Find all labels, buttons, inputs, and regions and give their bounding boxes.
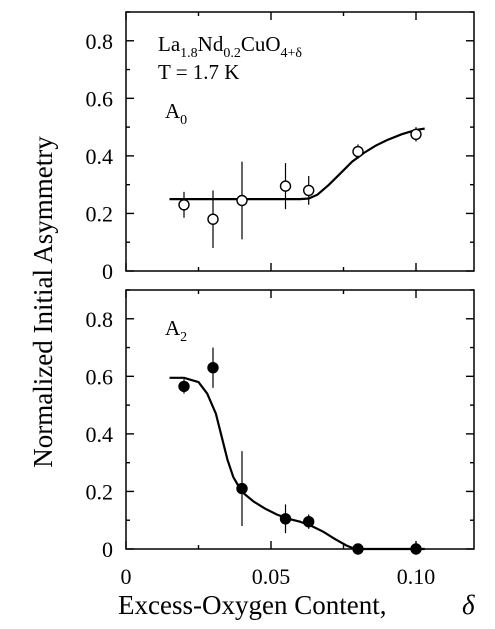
y-tick-label: 0.2 xyxy=(86,479,114,504)
data-point xyxy=(279,180,292,192)
y-tick-label: 0.8 xyxy=(86,307,114,332)
y-tick-label: 0.4 xyxy=(86,422,114,447)
data-point xyxy=(178,199,190,211)
temperature-label: T = 1.7 K xyxy=(158,60,239,84)
data-point xyxy=(303,184,315,197)
plot-frame xyxy=(125,289,475,550)
x-tick-label: 0 xyxy=(121,564,132,589)
panel-a0: 0 0.2 0.4 0.6 0.8 xyxy=(86,11,475,284)
formula-la: La xyxy=(158,32,181,56)
x-axis-title-text: Excess-Oxygen Content, xyxy=(118,590,386,620)
panel-a2: 0 0.2 0.4 0.6 0.8 0 0.05 0.10 xyxy=(86,289,475,589)
compound-formula: La1.8Nd0.2CuO4+δ xyxy=(158,32,302,61)
a0-sub: 0 xyxy=(180,113,187,128)
data-point xyxy=(279,513,292,525)
data-point xyxy=(410,543,422,555)
formula-nd-sub: 0.2 xyxy=(223,46,241,61)
data-point xyxy=(207,362,219,374)
formula-cuo: CuO xyxy=(241,32,281,56)
x-tick-label: 0.05 xyxy=(252,564,291,589)
y-tick-label: 0.2 xyxy=(86,201,114,226)
fit-curve xyxy=(169,127,425,201)
x-tick-label: 0.10 xyxy=(397,564,436,589)
formula-nd: Nd xyxy=(198,32,224,56)
plot-frame xyxy=(125,11,475,272)
formula-cuo-sub: 4+δ xyxy=(281,46,303,61)
a2-base: A xyxy=(165,316,181,340)
y-tick-label: 0.6 xyxy=(86,86,114,111)
data-point xyxy=(207,213,219,225)
data-point xyxy=(352,543,364,555)
y-tick-label: 0 xyxy=(102,259,113,284)
data-point xyxy=(352,145,364,158)
data-point xyxy=(178,380,190,393)
data-point xyxy=(236,482,248,495)
data-point xyxy=(410,128,422,141)
y-tick-label: 0.6 xyxy=(86,364,114,389)
formula-la-sub: 1.8 xyxy=(180,46,198,61)
y-tick-label: 0.8 xyxy=(86,29,114,54)
data-point xyxy=(236,194,248,207)
a0-base: A xyxy=(165,99,181,123)
y-tick-label: 0.4 xyxy=(86,144,114,169)
a2-sub: 2 xyxy=(180,330,187,345)
x-axis-title-symbol: δ xyxy=(462,590,475,620)
series-label-a2: A2 xyxy=(165,316,187,345)
data-point xyxy=(303,515,315,528)
y-tick-label: 0 xyxy=(102,537,113,562)
fit-curve xyxy=(169,376,425,551)
y-axis-title: Normalized Initial Asymmetry xyxy=(28,136,58,468)
series-label-a0: A0 xyxy=(165,99,187,128)
x-axis-title: Excess-Oxygen Content, xyxy=(118,590,386,620)
